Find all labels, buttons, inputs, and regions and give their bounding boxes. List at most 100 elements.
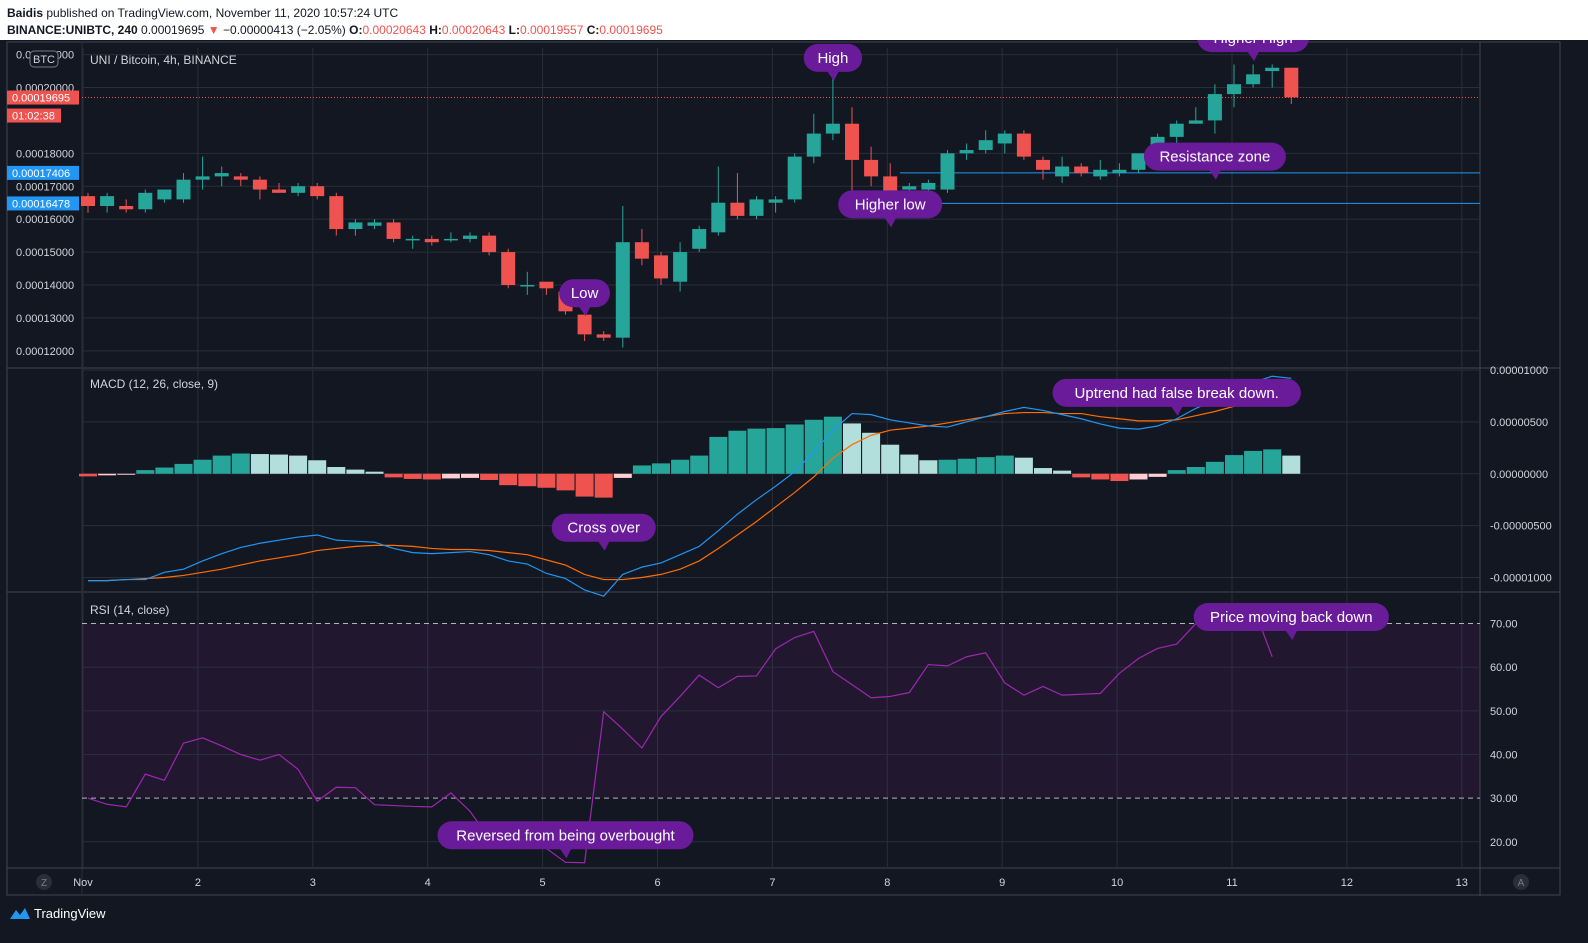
candle-body[interactable] [1112,169,1127,174]
histogram-bar [193,459,212,474]
candle-body[interactable] [291,186,306,193]
candle-body[interactable] [1169,123,1184,137]
annotation-bubble[interactable] [1197,40,1309,53]
candle-body[interactable] [367,222,382,226]
candle-body[interactable] [348,222,363,230]
annotation-bubble[interactable] [551,513,656,542]
candle-body[interactable] [634,242,649,259]
tradingview-brand[interactable]: TradingView [34,906,106,921]
candle-body[interactable] [100,196,115,206]
price-label: 0.00017406 [12,168,70,180]
candle-body[interactable] [539,281,554,289]
histogram-bar [976,457,995,474]
candle-body[interactable] [1016,133,1031,157]
annotation[interactable]: Uptrend had false break down. [1052,378,1301,416]
candle-body[interactable] [1284,67,1299,98]
candle-body[interactable] [272,189,286,193]
histogram-bar [365,471,384,474]
candle-body[interactable] [864,159,879,177]
candle-body[interactable] [1093,169,1108,177]
candle-body[interactable] [787,156,802,200]
candle-body[interactable] [692,229,707,249]
candle-body[interactable] [176,179,191,200]
candle-body[interactable] [768,199,783,203]
candle-body[interactable] [654,255,668,279]
annotation-text: Higher High [1213,40,1292,47]
candle-body[interactable] [845,123,859,160]
candle-body[interactable] [1227,84,1241,95]
candle-body[interactable] [463,235,477,239]
candle-body[interactable] [310,186,325,197]
candle-body[interactable] [482,235,497,253]
candle-body[interactable] [329,196,344,230]
candle-body[interactable] [81,196,95,206]
currency-badge[interactable] [29,50,59,68]
candle-body[interactable] [978,140,993,151]
annotation-bubble[interactable] [838,190,943,219]
candle-body[interactable] [596,334,611,338]
annotation-bubble[interactable] [803,43,863,72]
candle-body[interactable] [252,179,267,190]
candle-body[interactable] [1131,153,1146,170]
candle-body[interactable] [233,176,248,180]
histogram-bar [155,467,174,474]
candle-body[interactable] [1207,94,1222,121]
candle-body[interactable] [730,202,745,216]
candle-body[interactable] [749,199,764,216]
annotation-bubble[interactable] [1052,378,1301,407]
candle-body[interactable] [405,238,420,241]
annotation[interactable]: Price moving back down [1193,603,1389,641]
candle-body[interactable] [883,176,898,193]
annotation-bubble[interactable] [1143,142,1286,171]
chart-canvas[interactable]: Nov 2 3 4 5 6 7 8 9 10 11 12 13 0.00012000 0.00013000 0… [0,40,1588,900]
annotation-bubble[interactable] [1193,603,1389,632]
candle-body[interactable] [825,123,840,134]
candle-body[interactable] [959,150,974,154]
candle-body[interactable] [501,252,516,285]
annotation-text: Cross over [567,520,640,537]
candle-body[interactable] [138,192,153,210]
candle-body[interactable] [119,206,134,210]
histogram-bar [231,453,250,474]
candle-body[interactable] [921,182,936,190]
annotation[interactable]: Reversed from being overbought [437,821,694,859]
candle-body[interactable] [1036,159,1050,170]
signal-line [88,387,1292,582]
author-name[interactable]: Baidis [7,6,44,20]
candle-body[interactable] [902,186,917,190]
annotation[interactable]: Higher low [838,190,943,228]
zoom-button[interactable] [36,874,52,890]
candle-body[interactable] [386,222,401,239]
annotation-bubble[interactable] [559,279,610,308]
annotation[interactable]: Resistance zone [1143,142,1286,180]
candle-body[interactable] [1188,120,1203,124]
candle-body[interactable] [615,242,630,338]
publication-header: Baidis published on TradingView.com, Nov… [0,0,1588,40]
candle-body[interactable] [1246,74,1261,85]
candle-body[interactable] [157,189,172,200]
tradingview-cloud-icon[interactable] [8,906,32,920]
auto-scale-button-label: A [1518,878,1525,889]
candle-body[interactable] [520,285,535,287]
annotation[interactable]: Higher High [1197,40,1309,62]
annotation-bubble[interactable] [437,821,694,850]
candle-body[interactable] [195,176,210,180]
annotation-text: Price moving back down [1210,609,1373,626]
annotation[interactable]: High [803,43,863,81]
candle-body[interactable] [673,252,688,282]
candle-body[interactable] [711,202,726,233]
candle-body[interactable] [214,173,229,177]
candle-body[interactable] [997,133,1012,144]
candle-body[interactable] [1074,166,1089,174]
candle-body[interactable] [940,153,955,190]
candle-body[interactable] [424,238,439,243]
candle-body[interactable] [1055,166,1070,177]
candle-body[interactable] [443,238,458,241]
candle-body[interactable] [1265,67,1280,72]
annotation[interactable]: Cross over [551,513,656,551]
auto-scale-button[interactable] [1513,874,1529,890]
candle-body[interactable] [577,314,592,335]
annotation[interactable]: Low [559,279,610,317]
histogram-bar [1167,470,1186,474]
candle-body[interactable] [806,133,821,157]
